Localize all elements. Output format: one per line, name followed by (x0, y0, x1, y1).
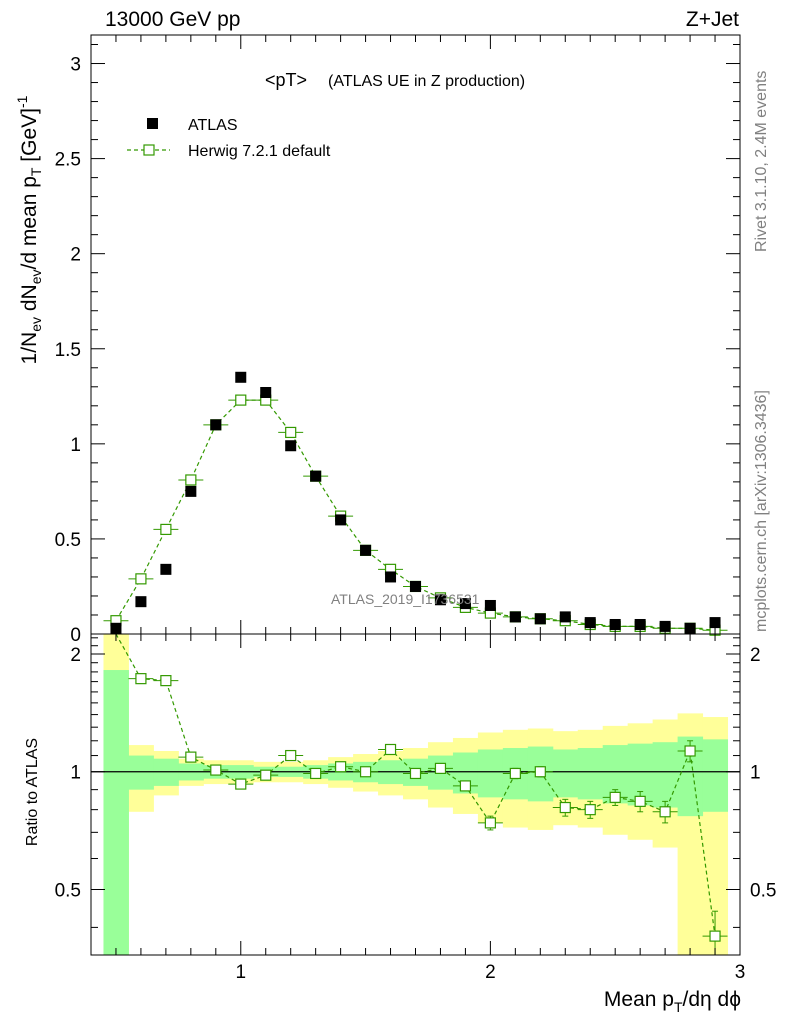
ratio-point (160, 675, 172, 687)
ratio-point (210, 764, 222, 776)
ratio-plot-panel: 0.5 0.5 1 1 2 2 1 2 3 Ratio to ATLAS Mean pT/dη… (24, 633, 776, 1015)
ratio-point (310, 767, 322, 780)
atlas-point (410, 580, 421, 592)
ratio-y-tick-label: 2 (70, 645, 81, 666)
atlas-point (509, 611, 521, 623)
atlas-point (235, 371, 247, 383)
ratio-point (534, 766, 546, 778)
ratio-point (285, 749, 297, 762)
ratio-point (584, 804, 596, 816)
legend-atlas-marker (147, 118, 158, 129)
ratio-point (384, 743, 397, 756)
ratio-point (359, 766, 372, 778)
ratio-y-tick-label-right: 2 (750, 645, 761, 666)
ratio-point (335, 761, 347, 773)
legend-atlas-label: ATLAS (188, 117, 238, 134)
analysis-watermark: ATLAS_2019_I1736531 (331, 591, 480, 607)
process-label: Z+Jet (686, 8, 739, 31)
atlas-point (559, 611, 571, 623)
main-y-tick-label: 0.5 (55, 530, 81, 551)
ratio-y-tick-label-right: 1 (750, 763, 761, 784)
ratio-point (634, 795, 646, 807)
main-y-axis-title: 1/Nev dNev/d mean pT [GeV]-1 (14, 95, 44, 364)
ratio-point (235, 778, 247, 790)
main-y-tick-label: 2.5 (55, 150, 81, 171)
herwig-point (185, 474, 197, 486)
atlas-point (459, 598, 471, 610)
atlas-point (709, 617, 721, 629)
ratio-y-tick-label: 1 (70, 763, 81, 784)
x-tick-label: 1 (235, 962, 246, 983)
ratio-point (509, 767, 521, 780)
ratio-band-1sigma (652, 742, 679, 808)
ratio-point (185, 751, 197, 763)
atlas-point (160, 563, 172, 575)
atlas-point (285, 440, 297, 452)
ratio-point (659, 806, 671, 818)
atlas-point (534, 613, 546, 625)
main-y-tick-label: 1 (70, 435, 81, 456)
ratio-band-1sigma (702, 739, 729, 812)
ratio-band-1sigma (552, 749, 579, 798)
herwig-point (235, 394, 247, 406)
ratio-point (609, 791, 621, 803)
atlas-point (185, 485, 197, 497)
herwig-point (285, 426, 297, 439)
mcplots-source-label: mcplots.cern.ch [arXiv:1306.3436] (753, 390, 770, 632)
ratio-y-tick-label: 0.5 (55, 880, 81, 901)
x-tick-label: 2 (485, 962, 496, 983)
ratio-point (684, 745, 696, 757)
ratio-plot-content (91, 633, 740, 956)
ratio-y-axis: 0.5 0.5 1 1 2 2 (55, 637, 776, 928)
ratio-point (709, 930, 721, 942)
atlas-point (135, 596, 147, 608)
ratio-point (484, 817, 496, 829)
atlas-point (484, 599, 496, 611)
ratio-point (434, 762, 447, 774)
atlas-point (310, 470, 322, 482)
legend-herwig-marker (143, 144, 155, 156)
ratio-x-axis: 1 2 3 (115, 634, 746, 983)
ratio-band-1sigma (477, 749, 504, 798)
atlas-point (360, 544, 372, 556)
energy-label: 13000 GeV pp (105, 8, 240, 31)
atlas-point (609, 618, 621, 630)
atlas-point (659, 620, 671, 632)
legend: ATLAS Herwig 7.2.1 default (127, 117, 331, 160)
ratio-y-axis-title: Ratio to ATLAS (24, 738, 41, 846)
main-y-axis: 0 0.5 1 1.5 2 2.5 3 (55, 35, 741, 646)
plot-title-main: <pT> (265, 70, 307, 90)
main-y-tick-label: 0 (70, 625, 81, 646)
rivet-version-label: Rivet 3.1.10, 2.4M events (753, 71, 770, 252)
main-plot-panel: 0 0.5 1 1.5 2 2.5 3 <pT> (ATLAS UE in Z produc… (14, 34, 741, 646)
ratio-band-1sigma (577, 748, 604, 800)
atlas-point (260, 386, 272, 398)
herwig-point (160, 523, 172, 536)
plot-title-sub: (ATLAS UE in Z production) (328, 73, 525, 90)
atlas-point (634, 618, 646, 630)
ratio-point (135, 673, 147, 685)
atlas-point (385, 571, 397, 583)
main-y-tick-label: 2 (70, 245, 81, 266)
ratio-point (559, 801, 571, 814)
main-y-tick-label: 1.5 (55, 340, 81, 361)
ratio-y-tick-label-right: 0.5 (750, 880, 776, 901)
atlas-point (335, 514, 347, 526)
herwig-point (135, 573, 147, 585)
ratio-point (260, 769, 272, 781)
atlas-point (210, 419, 222, 431)
legend-herwig-label: Herwig 7.2.1 default (188, 143, 331, 160)
ratio-band-1sigma (128, 755, 154, 790)
ratio-point (409, 767, 422, 780)
x-axis-title: Mean pT/dη dϕ (604, 988, 741, 1015)
ratio-point (459, 780, 472, 792)
atlas-point (434, 594, 446, 606)
atlas-point (584, 617, 596, 629)
x-tick-label: 3 (735, 962, 746, 983)
ratio-band-1sigma (103, 670, 129, 955)
main-y-tick-label: 3 (70, 55, 81, 76)
